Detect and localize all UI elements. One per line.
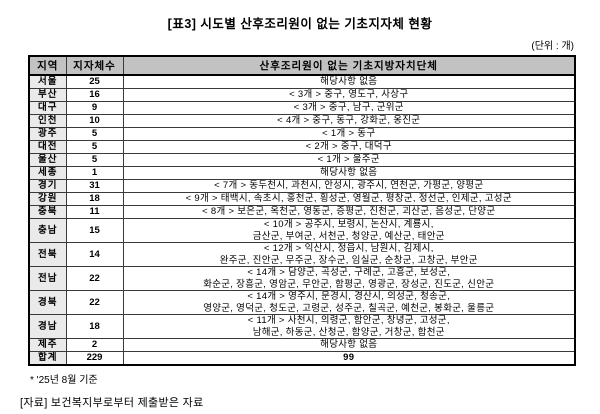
detail-cell: < 2개 > 중구, 대덕구: [122, 140, 576, 154]
header-row: 지역 지자체수 산후조리원이 없는 기초지방자치단체: [28, 55, 576, 76]
region-cell: 세종: [28, 166, 67, 180]
col-header-detail: 산후조리원이 없는 기초지방자치단체: [122, 55, 576, 76]
region-cell: 대전: [28, 140, 67, 154]
detail-cell: < 9개 > 태백시, 속초시, 홍천군, 횡성군, 영월군, 평창군, 정선군…: [122, 192, 576, 206]
source-note: [자료] 보건복지부로부터 제출받은 자료: [20, 397, 204, 409]
detail-cell: < 11개 > 사천시, 의령군, 함안군, 창녕군, 고성군, 남해군, 하동…: [122, 314, 576, 339]
table-row-daejeon: 대전 5 < 2개 > 중구, 대덕구: [28, 140, 576, 154]
count-cell: 5: [65, 127, 124, 141]
region-cell: 울산: [28, 153, 67, 167]
detail-cell: < 1개 > 동구: [122, 127, 576, 141]
col-header-region: 지역: [28, 55, 67, 76]
region-cell: 전북: [28, 242, 67, 267]
table-row-gangwon: 강원 18 < 9개 > 태백시, 속초시, 홍천군, 횡성군, 영월군, 평창…: [28, 192, 576, 206]
count-cell: 18: [65, 314, 124, 339]
detail-cell: < 4개 > 중구, 동구, 강화군, 옹진군: [122, 114, 576, 128]
region-status-table: 지역 지자체수 산후조리원이 없는 기초지방자치단체 서울 25 해당사항 없음…: [28, 55, 576, 366]
table-row-gyeonggi: 경기 31 < 7개 > 동두천시, 과천시, 안성시, 광주시, 연천군, 가…: [28, 179, 576, 193]
region-cell: 충남: [28, 218, 67, 243]
detail-cell: < 14개 > 담양군, 곡성군, 구례군, 고흥군, 보성군, 화순군, 장흥…: [122, 266, 576, 291]
table-row-jeju: 제주 2 해당사항 없음: [28, 338, 576, 352]
count-cell: 229: [65, 351, 124, 366]
region-cell: 경남: [28, 314, 67, 339]
table-row-seoul: 서울 25 해당사항 없음: [28, 74, 576, 89]
detail-cell: < 8개 > 보은군, 옥천군, 영동군, 증평군, 진천군, 괴산군, 음성군…: [122, 205, 576, 219]
detail-cell: < 7개 > 동두천시, 과천시, 안성시, 광주시, 연천군, 가평군, 양평…: [122, 179, 576, 193]
count-cell: 5: [65, 153, 124, 167]
count-cell: 9: [65, 101, 124, 115]
detail-cell: 해당사항 없음: [122, 74, 576, 89]
count-cell: 25: [65, 74, 124, 89]
region-cell: 경기: [28, 179, 67, 193]
count-cell: 10: [65, 114, 124, 128]
unit-note: (단위 : 개): [531, 41, 574, 52]
col-header-count: 지자체수: [65, 55, 124, 76]
region-cell: 부산: [28, 88, 67, 102]
detail-cell: < 14개 > 영주시, 문경시, 경산시, 의성군, 청송군, 영양군, 영덕…: [122, 290, 576, 315]
region-cell: 합계: [28, 351, 67, 366]
region-cell: 인천: [28, 114, 67, 128]
count-cell: 22: [65, 290, 124, 315]
region-cell: 대구: [28, 101, 67, 115]
region-cell: 경북: [28, 290, 67, 315]
table-row-incheon: 인천 10 < 4개 > 중구, 동구, 강화군, 옹진군: [28, 114, 576, 128]
region-cell: 강원: [28, 192, 67, 206]
count-cell: 14: [65, 242, 124, 267]
detail-cell: < 1개 > 울주군: [122, 153, 576, 167]
region-cell: 서울: [28, 74, 67, 89]
region-cell: 전남: [28, 266, 67, 291]
table-row-jeonbuk: 전북 14 < 12개 > 익산시, 정읍시, 남원시, 김제시, 완주군, 진…: [28, 242, 576, 267]
count-cell: 1: [65, 166, 124, 180]
count-cell: 11: [65, 205, 124, 219]
detail-cell: < 12개 > 익산시, 정읍시, 남원시, 김제시, 완주군, 진안군, 무주…: [122, 242, 576, 267]
count-cell: 16: [65, 88, 124, 102]
footnote: * '25년 8월 기준: [30, 375, 98, 386]
detail-cell: 해당사항 없음: [122, 166, 576, 180]
region-cell: 제주: [28, 338, 67, 352]
detail-cell: < 10개 > 공주시, 보령시, 논산시, 계룡시, 금산군, 부여군, 서천…: [122, 218, 576, 243]
table-row-busan: 부산 16 < 3개 > 중구, 영도구, 사상구: [28, 88, 576, 102]
region-cell: 충북: [28, 205, 67, 219]
detail-cell: 해당사항 없음: [122, 338, 576, 352]
count-cell: 15: [65, 218, 124, 243]
table-row-sejong: 세종 1 해당사항 없음: [28, 166, 576, 180]
count-cell: 18: [65, 192, 124, 206]
count-cell: 5: [65, 140, 124, 154]
table-row-gyeongbuk: 경북 22 < 14개 > 영주시, 문경시, 경산시, 의성군, 청송군, 영…: [28, 290, 576, 315]
region-cell: 광주: [28, 127, 67, 141]
table-row-gwangju: 광주 5 < 1개 > 동구: [28, 127, 576, 141]
detail-cell: < 3개 > 중구, 남구, 군위군: [122, 101, 576, 115]
detail-cell: 99: [122, 351, 576, 366]
count-cell: 31: [65, 179, 124, 193]
table-row-gyeongnam: 경남 18 < 11개 > 사천시, 의령군, 함안군, 창녕군, 고성군, 남…: [28, 314, 576, 339]
table-row-jeonnam: 전남 22 < 14개 > 담양군, 곡성군, 구례군, 고흥군, 보성군, 화…: [28, 266, 576, 291]
table-title: [표3] 시도별 산후조리원이 없는 기초지자체 현황: [167, 17, 433, 31]
table-row-total: 합계 229 99: [28, 351, 576, 366]
table-row-ulsan: 울산 5 < 1개 > 울주군: [28, 153, 576, 167]
table-row-chungnam: 충남 15 < 10개 > 공주시, 보령시, 논산시, 계룡시, 금산군, 부…: [28, 218, 576, 243]
count-cell: 2: [65, 338, 124, 352]
table-row-chungbuk: 충북 11 < 8개 > 보은군, 옥천군, 영동군, 증평군, 진천군, 괴산…: [28, 205, 576, 219]
table-row-daegu: 대구 9 < 3개 > 중구, 남구, 군위군: [28, 101, 576, 115]
count-cell: 22: [65, 266, 124, 291]
detail-cell: < 3개 > 중구, 영도구, 사상구: [122, 88, 576, 102]
